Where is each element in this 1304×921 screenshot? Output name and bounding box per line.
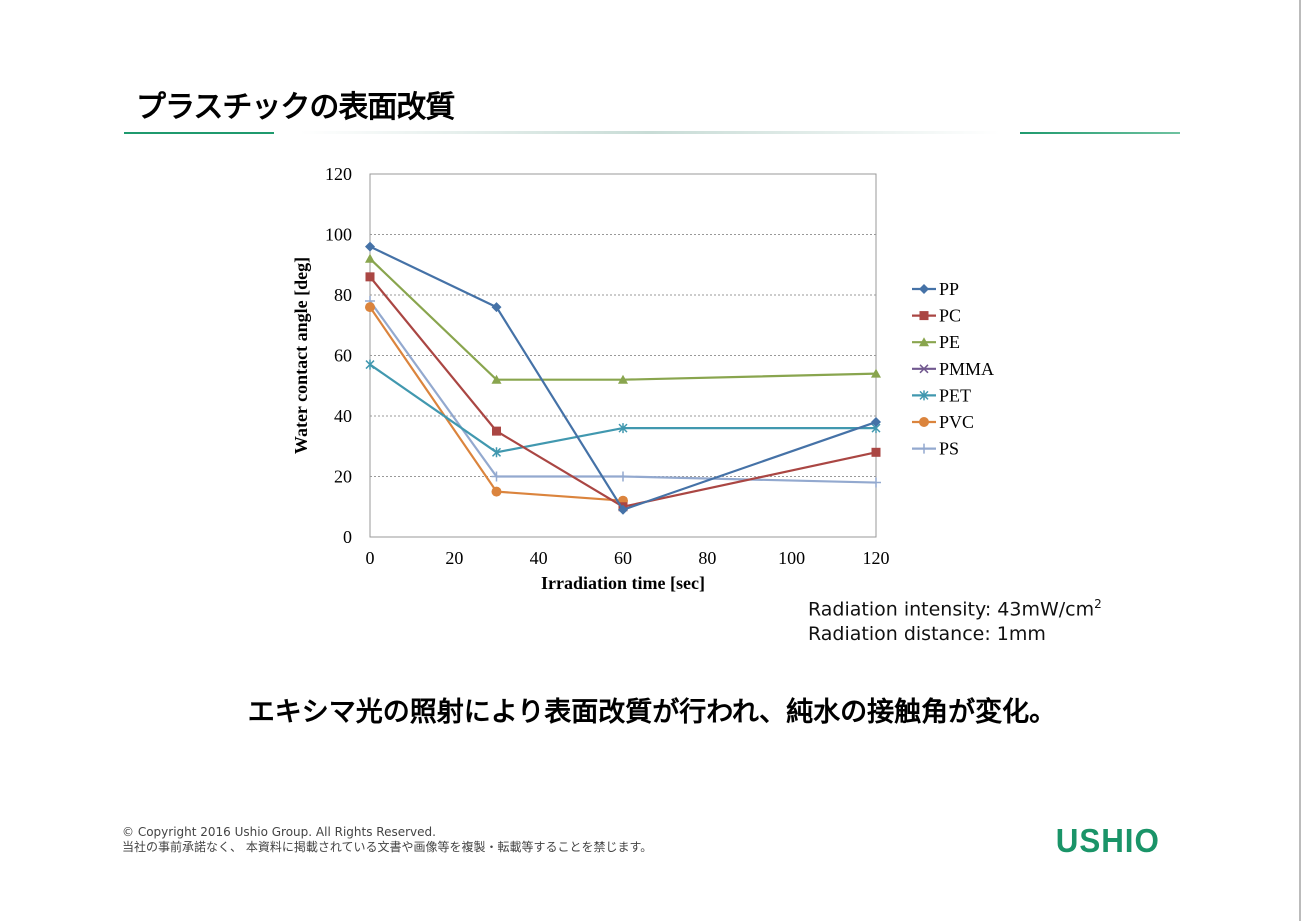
- y-tick-label: 80: [334, 285, 352, 305]
- y-tick-label: 20: [334, 467, 352, 487]
- data-point-ps: [871, 477, 881, 488]
- note-text: Radiation intensity: 43mW/cm: [808, 598, 1095, 621]
- data-point-ps: [491, 471, 502, 482]
- legend-marker-pc: [919, 311, 929, 321]
- legend-label-pe: PE: [939, 332, 960, 352]
- radiation-distance-note: Radiation distance: 1mm: [808, 623, 1046, 645]
- data-point-pe: [491, 374, 502, 384]
- data-point-pc: [871, 447, 881, 457]
- legend-label-pvc: PVC: [939, 412, 974, 432]
- data-point-pp: [618, 504, 628, 515]
- data-point-pe: [618, 374, 628, 384]
- legend-marker-pp: [919, 284, 929, 294]
- data-point-pet: [491, 447, 502, 458]
- data-point-ps: [618, 471, 628, 482]
- y-tick-label: 120: [325, 164, 352, 184]
- x-tick-label: 60: [614, 548, 632, 568]
- data-point-pet: [618, 423, 628, 434]
- series-line-pc: [369, 276, 877, 508]
- x-axis-label: Irradiation time [sec]: [541, 573, 705, 593]
- legend-label-pet: PET: [939, 385, 971, 405]
- summary-message: エキシマ光の照射により表面改質が行われ、純水の接触角が変化。: [247, 697, 1057, 728]
- page-title: プラスチックの表面改質: [136, 90, 455, 125]
- copyright: © Copyright 2016 Ushio Group. All Rights…: [122, 825, 652, 855]
- y-tick-label: 0: [343, 527, 352, 547]
- data-point-pe: [871, 368, 881, 378]
- x-tick-label: 120: [863, 548, 890, 568]
- legend-marker-pe: [919, 337, 929, 347]
- series-line-pe: [369, 257, 877, 381]
- legend-marker-pmma: [919, 364, 929, 374]
- title-rule-left: [124, 132, 274, 134]
- legend-marker-ps: [919, 443, 929, 454]
- data-point-pp: [491, 302, 502, 313]
- legend-marker-pet: [919, 390, 929, 401]
- radiation-intensity-note: Radiation intensity: 43mW/cm2: [808, 597, 1102, 620]
- title-rule-middle: [300, 131, 1000, 134]
- legend-label-ps: PS: [939, 439, 959, 459]
- series-line-pp: [369, 245, 877, 512]
- legend-label-pc: PC: [939, 306, 961, 326]
- legend-label-pp: PP: [939, 279, 959, 299]
- ushio-logo: USHIO: [1055, 822, 1160, 859]
- data-point-pp: [365, 241, 375, 252]
- y-tick-label: 100: [325, 225, 352, 245]
- title-rule-right: [1020, 132, 1180, 134]
- x-tick-label: 0: [366, 548, 375, 568]
- data-point-pvc: [365, 302, 375, 313]
- series-line-ps: [369, 300, 877, 484]
- note-sup: 2: [1094, 597, 1102, 611]
- data-point-pet: [365, 359, 375, 370]
- data-point-pe: [365, 253, 375, 263]
- x-tick-label: 40: [530, 548, 548, 568]
- data-point-pc: [365, 272, 375, 282]
- copyright-line: © Copyright 2016 Ushio Group. All Rights…: [122, 825, 436, 839]
- data-point-pc: [492, 426, 501, 436]
- legend-marker-pvc: [919, 417, 929, 427]
- legend-label-pmma: PMMA: [939, 359, 994, 379]
- y-axis-label: Water contact angle [deg]: [291, 257, 311, 454]
- page-edge: [1299, 0, 1301, 921]
- x-tick-label: 100: [778, 548, 805, 568]
- y-tick-label: 60: [334, 346, 352, 366]
- y-tick-label: 40: [334, 406, 352, 426]
- x-tick-label: 20: [445, 548, 463, 568]
- x-tick-label: 80: [698, 548, 716, 568]
- copyright-notice: 当社の事前承諾なく、 本資料に掲載されている文書や画像等を複製・転載等することを…: [122, 840, 653, 854]
- series-line-pet: [369, 363, 876, 454]
- data-point-pvc: [491, 486, 502, 497]
- data-point-pp: [871, 417, 881, 428]
